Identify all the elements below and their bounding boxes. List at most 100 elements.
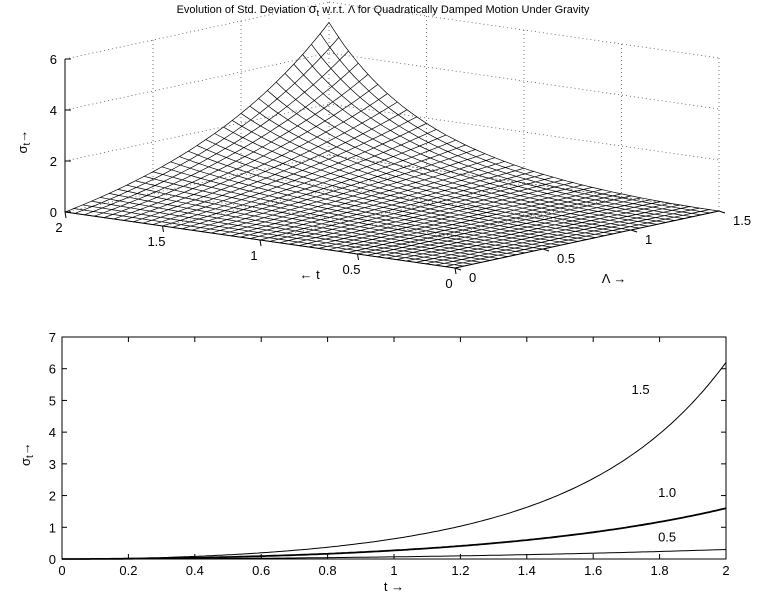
surface-mesh-line (298, 179, 564, 246)
surface-mesh-line (230, 157, 495, 237)
line-x-tick-label: 1 (390, 563, 397, 578)
line-series-curve (62, 362, 727, 560)
surface-lambda-axis (454, 210, 720, 269)
line-series-label: 0.5 (658, 530, 676, 545)
surface-grid-line (64, 103, 330, 162)
surface-z-tick-label: 2 (50, 154, 57, 169)
surface-mesh-line (142, 109, 408, 224)
surface-mesh-line (406, 202, 671, 262)
surface-lambda-tick-label: 0 (469, 270, 476, 285)
surface-z-tick-label: 6 (50, 52, 57, 67)
surface-lambda-tick (630, 229, 638, 233)
surface-mesh-line (240, 161, 505, 238)
surface-mesh-line (162, 122, 427, 227)
surface-lambda-axis-label: Λ → (602, 271, 627, 286)
surface-mesh-line (100, 197, 491, 261)
line-x-tick-label: 1.8 (651, 563, 669, 578)
line-y-tick-label: 4 (49, 425, 56, 440)
line-y-axis-label: σt→ (18, 442, 36, 466)
surface-t-tick (162, 225, 164, 233)
surface-t-tick (259, 239, 262, 247)
surface-t-tick (64, 211, 67, 219)
surface-t-tick-label: 0 (445, 276, 452, 291)
surface-mesh-line (259, 167, 525, 241)
surface-mesh-line (181, 134, 447, 230)
surface-mesh-line (74, 37, 340, 214)
surface-t-tick-label: 1 (250, 248, 257, 263)
surface-mesh-line (357, 193, 622, 255)
surface-mesh-line (250, 164, 515, 239)
surface-lambda-tick (542, 248, 550, 252)
line-x-tick-label: 1.2 (451, 563, 469, 578)
surface-mesh-line (201, 144, 466, 232)
surface-mesh-line (445, 209, 710, 267)
line-x-tick-label: 2 (722, 563, 729, 578)
surface-mesh-line (386, 199, 651, 259)
surface-t-axis-label: ← t (300, 267, 321, 282)
surface-mesh-line (152, 116, 417, 225)
surface-t-tick-label: 2 (55, 220, 62, 235)
surface-t-tick-label: 0.5 (342, 262, 360, 277)
surface-grid-line (328, 52, 720, 110)
surface-mesh-line (308, 182, 573, 248)
line-series-label: 1.5 (632, 382, 650, 397)
line-plot-ticks: 0 0.2 0.4 0.6 0.8 1 1.2 1.4 1.6 1.8 2 0 1 2 3 4 5 6 7 (49, 330, 730, 578)
surface-lambda-tick-label: 1.5 (733, 213, 751, 228)
surface-mesh-line (435, 207, 700, 266)
line-series-curve (62, 507, 727, 560)
line-x-tick-label: 0.8 (319, 563, 337, 578)
line-series-label: 1.0 (658, 485, 676, 500)
surface-mesh-line (318, 184, 583, 249)
line-y-tick-label: 6 (49, 362, 56, 377)
surface-mesh-line (103, 74, 369, 218)
line-plot-series (62, 362, 727, 560)
surface-mesh-line (347, 191, 612, 253)
surface-z-tick-label: 0 (50, 205, 57, 220)
surface-t-tick-label: 1.5 (147, 234, 165, 249)
line-y-tick-label: 0 (49, 552, 56, 567)
surface-mesh-line (191, 139, 456, 231)
surface-lambda-tick-label: 0.5 (557, 251, 575, 266)
surface-mesh-line (94, 62, 359, 217)
line-x-tick-label: 1.6 (584, 563, 602, 578)
surface-mesh-line (84, 50, 349, 216)
surface-mesh-line (279, 174, 544, 244)
line-plot-series-labels: 1.5 1.0 0.5 (632, 382, 677, 544)
surface-z-tick-label: 4 (50, 103, 57, 118)
figure-title: Evolution of Std. Deviation σt w.r.t. Λ f… (177, 1, 590, 18)
line-x-tick-label: 1.4 (518, 563, 536, 578)
surface-t-tick (357, 253, 359, 261)
surface-mesh-line (302, 54, 693, 218)
surface-mesh-line (367, 195, 632, 256)
line-series-curve (62, 549, 727, 560)
line-x-tick-label: 0.6 (252, 563, 270, 578)
surface-mesh-line (396, 201, 661, 260)
line-x-tick-label: 0.2 (119, 563, 137, 578)
surface-mesh-line (269, 171, 534, 242)
surface-lambda-tick (718, 210, 726, 214)
surface-mesh-line (415, 204, 681, 263)
line-x-tick-label: 0.4 (186, 563, 204, 578)
surface-mesh-line (64, 22, 330, 213)
line-y-tick-label: 5 (49, 393, 56, 408)
line-y-tick-label: 1 (49, 520, 56, 535)
line-y-tick-label: 2 (49, 489, 56, 504)
line-x-tick-label: 0 (58, 563, 65, 578)
surface-lambda-tick (454, 267, 462, 271)
surface-mesh-line (425, 206, 690, 265)
surface-lambda-tick-label: 1 (645, 232, 652, 247)
surface-mesh-line (376, 197, 642, 258)
surface-t-tick (454, 267, 457, 275)
surface-grid-line (328, 103, 720, 161)
line-plot-frame (61, 336, 727, 560)
surface-mesh-line (337, 189, 603, 252)
surface-mesh-line (172, 129, 437, 228)
line-y-tick-label: 7 (49, 330, 56, 345)
surface-mesh-line (123, 93, 388, 221)
surface-mesh-line (211, 149, 476, 234)
surface-mesh-line (220, 153, 486, 235)
surface-mesh-line (289, 176, 554, 245)
